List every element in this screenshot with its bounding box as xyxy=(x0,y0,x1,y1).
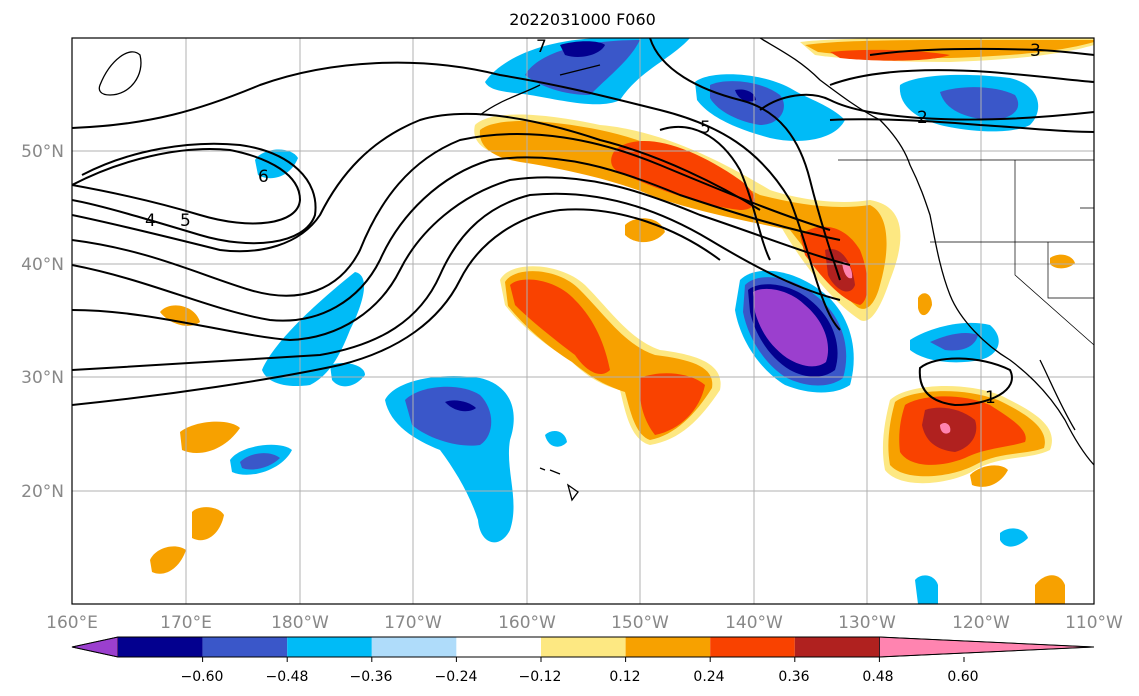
colorbar-tick-label: −0.24 xyxy=(435,669,478,685)
colorbar-segment xyxy=(202,637,288,657)
coastlines xyxy=(98,38,1094,502)
colorbar-tick-label: 0.24 xyxy=(693,669,724,685)
colorbar-extend-min xyxy=(71,636,119,658)
figure-title: 2022031000 F060 xyxy=(509,10,656,29)
contour-label: 3 xyxy=(1030,41,1041,61)
height-contours xyxy=(72,38,1094,407)
colorbar-tick-label: 0.12 xyxy=(609,669,640,685)
colorbar-tick-labels: −0.60 −0.48 −0.36 −0.24 −0.12 0.12 0.24 … xyxy=(181,669,979,685)
lat-tick-label: 20°N xyxy=(21,482,64,502)
colorbar-extend-max xyxy=(879,636,1095,658)
longitude-axis: 160°E 170°E 180°W 170°W 160°W 150°W 140°… xyxy=(46,613,1123,633)
lon-tick-label: 170°E xyxy=(160,613,212,633)
colorbar-segment xyxy=(625,637,711,657)
lon-tick-label: 160°E xyxy=(46,613,98,633)
lon-tick-label: 170°W xyxy=(384,613,442,633)
contour-label: 5 xyxy=(180,211,191,231)
colorbar-tick-label: 0.36 xyxy=(778,669,809,685)
lon-tick-label: 160°W xyxy=(498,613,556,633)
colorbar-tick-label: −0.36 xyxy=(350,669,393,685)
contour-label: 6 xyxy=(258,167,269,187)
lon-tick-label: 110°W xyxy=(1065,613,1123,633)
colorbar-segment xyxy=(287,637,372,657)
colorbar-tick-label: −0.48 xyxy=(266,669,309,685)
map-frame xyxy=(71,37,1095,605)
colorbar xyxy=(71,636,1095,662)
lon-tick-label: 150°W xyxy=(611,613,669,633)
latitude-axis: 50°N 40°N 30°N 20°N xyxy=(21,142,64,502)
lat-tick-label: 50°N xyxy=(21,142,64,162)
colorbar-segment xyxy=(541,637,626,657)
colorbar-tick-label: −0.60 xyxy=(181,669,224,685)
lat-tick-label: 30°N xyxy=(21,368,64,388)
colorbar-segment xyxy=(794,637,880,657)
colorbar-segment xyxy=(710,637,795,657)
graticule xyxy=(72,38,1094,604)
colorbar-tick-label: −0.12 xyxy=(519,669,562,685)
contour-label: 7 xyxy=(536,37,547,57)
lat-tick-label: 40°N xyxy=(21,255,64,275)
lon-tick-label: 140°W xyxy=(725,613,783,633)
lon-tick-label: 130°W xyxy=(838,613,896,633)
colorbar-tick-label: 0.48 xyxy=(862,669,893,685)
colorbar-segment xyxy=(118,637,203,657)
colorbar-segment xyxy=(456,637,541,657)
lon-tick-label: 120°W xyxy=(952,613,1010,633)
colorbar-frame xyxy=(71,636,1095,658)
lon-tick-label: 180°W xyxy=(271,613,329,633)
contour-label: 5 xyxy=(700,118,711,138)
contour-label: 2 xyxy=(917,108,928,128)
state-borders xyxy=(838,159,1094,346)
colorbar-segment xyxy=(371,637,457,657)
colorbar-tick-label: 0.60 xyxy=(947,669,978,685)
contour-label: 4 xyxy=(145,211,156,231)
contour-label: 1 xyxy=(985,388,996,408)
